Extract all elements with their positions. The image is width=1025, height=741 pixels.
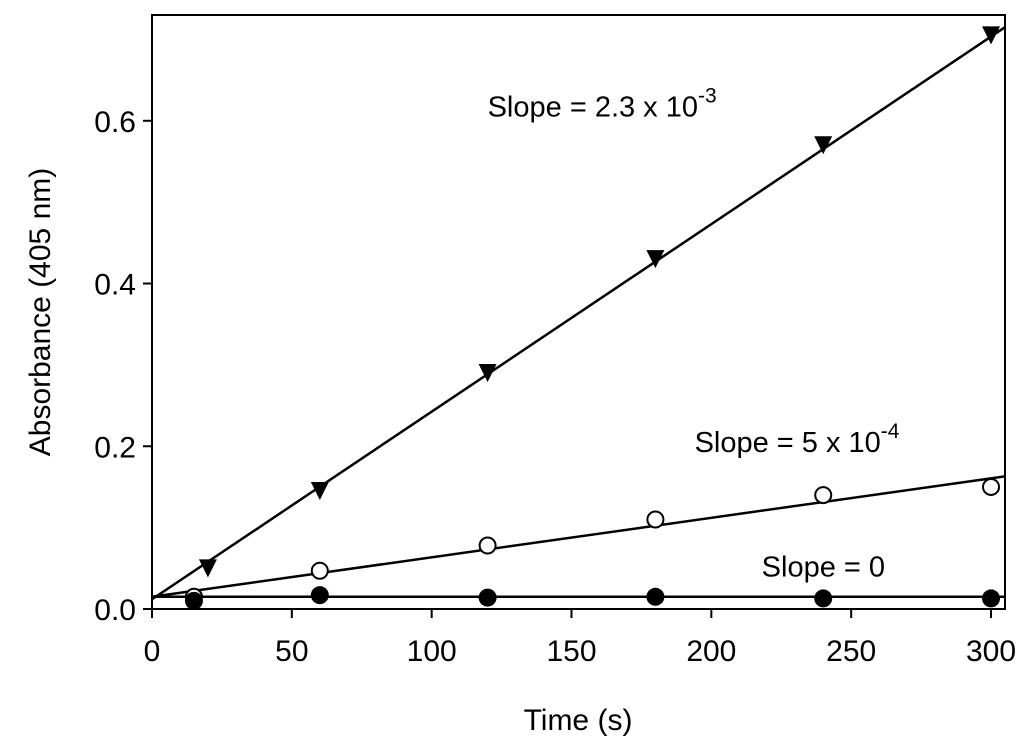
y-axis-title: Absorbance (405 nm) [24,168,57,457]
triangle-marker [310,482,329,501]
slope-annotations: Slope = 2.3 x 10-3 Slope = 5 x 10-4 Slope … [488,85,900,584]
filled-circle-marker [184,591,203,610]
x-tick-label: 0 [144,635,161,668]
filled-circle-marker [310,586,329,605]
slope-annotation: Slope = 2.3 x 10-3 [488,85,717,124]
y-tick-label: 0.6 [94,106,136,139]
x-tick-label: 250 [826,635,876,668]
triangle-marker [814,136,833,155]
slope-annotation: Slope = 5 x 10-4 [695,420,900,459]
fit-line-2 [151,475,1006,599]
y-tick-label: 0.4 [94,269,136,302]
triangle-marker [982,26,1001,45]
fit-lines [151,26,1006,601]
data-markers [184,26,1001,610]
slope-annotation: Slope = 0 [762,551,885,583]
triangle-marker [478,364,497,383]
open-circle-marker [814,486,833,505]
x-tick-label: 100 [407,635,457,668]
filled-circle-marker [478,588,497,607]
open-circle-marker [646,510,665,529]
filled-circle-marker [982,589,1001,608]
triangle-marker [198,559,217,578]
x-tick-label: 150 [546,635,596,668]
x-axis-title: Time (s) [524,704,633,737]
x-axis-ticks: 0 50 100 150 200 250 300 [144,609,1016,668]
x-tick-label: 300 [966,635,1016,668]
open-circle-marker [478,536,497,555]
y-axis-ticks: 0.0 0.2 0.4 0.6 [94,106,152,627]
x-tick-label: 200 [686,635,736,668]
plot-frame [151,14,1006,610]
fit-line-1 [151,26,1006,601]
open-circle-marker [982,477,1001,496]
open-circle-marker [310,561,329,580]
x-tick-label: 50 [275,635,308,668]
y-tick-label: 0.0 [94,594,136,627]
y-tick-label: 0.2 [94,431,136,464]
triangle-marker [646,250,665,269]
filled-circle-marker [814,589,833,608]
filled-circle-marker [646,587,665,606]
